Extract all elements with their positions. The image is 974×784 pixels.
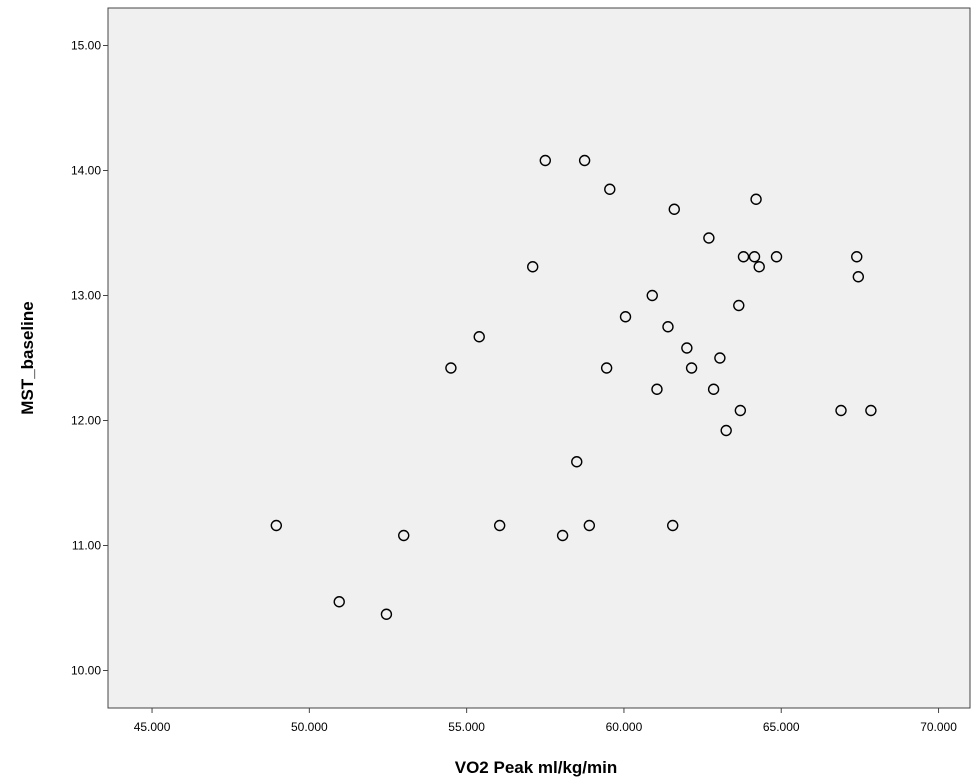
data-point [583,519,596,532]
data-point [750,193,762,205]
data-point [556,529,569,542]
data-point [270,519,283,532]
data-point [398,529,410,542]
data-point [604,183,616,195]
x-tick-label: 70.000 [920,720,957,734]
data-point [707,383,720,395]
data-point [473,331,485,343]
data-point [835,404,847,417]
data-point [651,383,663,395]
data-points [270,154,877,620]
data-point [600,362,613,374]
data-point [720,424,732,437]
data-point [685,362,698,374]
data-point [539,154,551,167]
x-tick-label: 65.000 [763,720,800,734]
data-point [748,251,761,263]
x-tick-label: 45.000 [134,720,171,734]
data-point [578,154,591,167]
data-point [619,311,632,323]
data-point [646,289,658,302]
data-point [333,596,345,608]
data-point [753,261,765,273]
data-point [714,352,726,364]
y-tick-label: 10.00 [71,664,101,678]
y-axis: 10.00 11.00 12.00 13.00 14.00 15.00 [71,39,108,678]
y-tick-label: 15.00 [71,39,101,53]
data-point [681,342,693,354]
y-axis-title: MST_baseline [18,301,37,414]
data-point [865,404,877,417]
y-tick-label: 14.00 [71,164,101,178]
data-point [445,362,457,374]
plot-area [107,7,971,709]
data-point [734,404,747,417]
y-tick-label: 13.00 [71,289,101,303]
data-point [527,261,539,273]
data-point [493,519,506,532]
x-tick-label: 60.000 [606,720,643,734]
y-tick-label: 12.00 [71,414,101,428]
data-point [667,519,679,532]
x-axis: 45.000 50.000 55.000 60.000 65.000 70.000 [134,708,957,734]
data-point [703,232,715,244]
data-point [852,271,865,283]
data-point [737,251,750,263]
data-point [851,251,863,263]
data-point [668,203,680,215]
data-point [733,299,745,312]
data-point [770,251,783,263]
x-tick-label: 50.000 [291,720,328,734]
data-point [662,321,674,333]
x-axis-title: VO2 Peak ml/kg/min [455,758,618,777]
x-tick-label: 55.000 [448,720,485,734]
data-point [571,456,583,468]
data-point [380,608,393,620]
y-tick-label: 11.00 [72,539,101,553]
